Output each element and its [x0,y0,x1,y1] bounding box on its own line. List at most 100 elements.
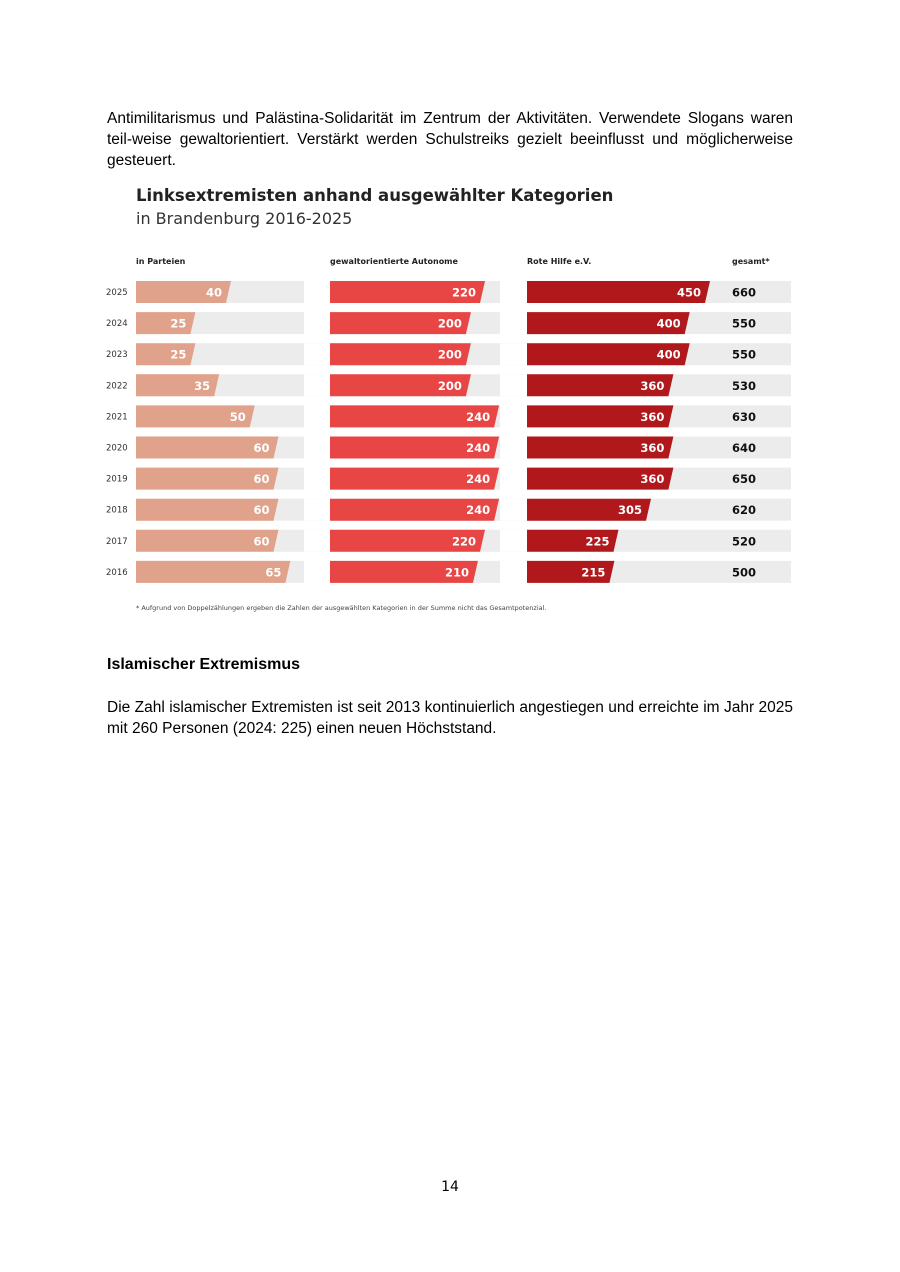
bar-value-label: 25 [170,348,186,362]
row-gap [500,281,527,303]
row-gap [304,374,330,397]
bar [527,529,619,552]
row-gap [500,529,527,552]
bar-value-label: 240 [466,410,490,424]
series-label: Rote Hilfe e.V. [527,257,591,266]
bar-value-label: 50 [230,410,246,424]
bar-value-label: 200 [438,348,462,362]
year-tick-label: 2025 [106,288,128,298]
bar [330,281,485,303]
section-paragraph: Die Zahl islamischer Extremisten ist sei… [107,699,793,737]
bar [330,312,471,335]
bar [527,405,674,428]
row-gap [304,281,330,303]
bar-value-label: 305 [618,503,642,517]
row-gap [500,498,527,521]
bar-value-label: 360 [640,472,664,486]
bar [136,374,220,397]
series-label: gewaltorientierte Autonome [330,257,459,266]
row-gap [304,405,330,428]
bar-value-label: 200 [438,379,462,393]
bar [136,281,231,303]
bar [136,467,279,490]
bar [136,405,255,428]
bar [330,529,485,552]
bar-value-label: 360 [640,379,664,393]
year-tick-label: 2022 [106,381,128,391]
year-tick-label: 2016 [106,568,128,578]
year-tick-label: 2021 [106,412,128,422]
bar [527,498,652,521]
chart-footnote: * Aufgrund von Doppelzählungen ergeben d… [136,604,547,612]
bar-value-label: 25 [170,317,186,331]
bar-value-label: 220 [452,286,476,300]
total-value-label: 630 [732,410,756,424]
row-gap [500,312,527,335]
total-value-label: 660 [732,286,756,300]
bar-value-label: 215 [581,565,605,579]
chart-subtitle: in Brandenburg 2016-2025 [136,209,353,228]
bar [527,312,690,335]
bar-value-label: 200 [438,317,462,331]
total-value-label: 500 [732,565,756,579]
bar [527,281,710,303]
bar [330,343,471,366]
year-tick-label: 2018 [106,506,128,516]
chart-title: Linksextremisten anhand ausgewählter Kat… [136,186,614,205]
bar-value-label: 360 [640,441,664,455]
row-gap [500,405,527,428]
total-value-label: 550 [732,317,756,331]
row-gap [304,312,330,335]
bar-value-label: 450 [677,286,701,300]
bar-value-label: 40 [206,286,222,300]
year-tick-label: 2023 [106,350,128,360]
row-gap [304,560,330,583]
bar-value-label: 240 [466,441,490,455]
bar [527,343,690,366]
bar-value-label: 240 [466,503,490,517]
total-value-label: 620 [732,503,756,517]
bar [527,436,674,459]
total-value-label: 530 [732,379,756,393]
bar-value-label: 60 [253,441,269,455]
row-gap [304,343,330,366]
bar [527,374,674,397]
bar-value-label: 60 [253,472,269,486]
row-gap [500,436,527,459]
row-gap [304,467,330,490]
bar [527,467,674,490]
totals-header: gesamt* [732,257,770,266]
total-value-label: 640 [732,441,756,455]
section-heading: Islamischer Extremismus [107,656,300,673]
year-tick-label: 2019 [106,475,128,485]
row-gap [500,560,527,583]
series-label: in Parteien [136,257,186,266]
bar-value-label: 400 [657,317,681,331]
bar [330,405,500,428]
bar [136,436,279,459]
bar-value-label: 220 [452,534,476,548]
bar-chart: in Parteien gewaltorientierte Autonome Rot… [106,257,791,583]
row-gap [500,467,527,490]
bar-value-label: 360 [640,410,664,424]
total-value-label: 650 [732,472,756,486]
bar [136,312,196,335]
year-tick-label: 2024 [106,319,128,329]
year-tick-label: 2017 [106,537,128,547]
bar-value-label: 240 [466,472,490,486]
bar [330,374,471,397]
bar [330,467,500,490]
bar-value-label: 400 [657,348,681,362]
page-number: 14 [441,1179,459,1195]
bar-value-label: 210 [445,565,469,579]
bar [136,343,196,366]
bar-value-label: 60 [253,534,269,548]
intro-paragraph: Antimilitarismus und Palästina-Solidarit… [107,110,793,169]
bar [136,498,279,521]
bar [330,498,500,521]
bar [136,529,279,552]
bar-value-label: 35 [194,379,210,393]
bar [330,436,500,459]
bar [330,560,478,583]
row-gap [500,343,527,366]
